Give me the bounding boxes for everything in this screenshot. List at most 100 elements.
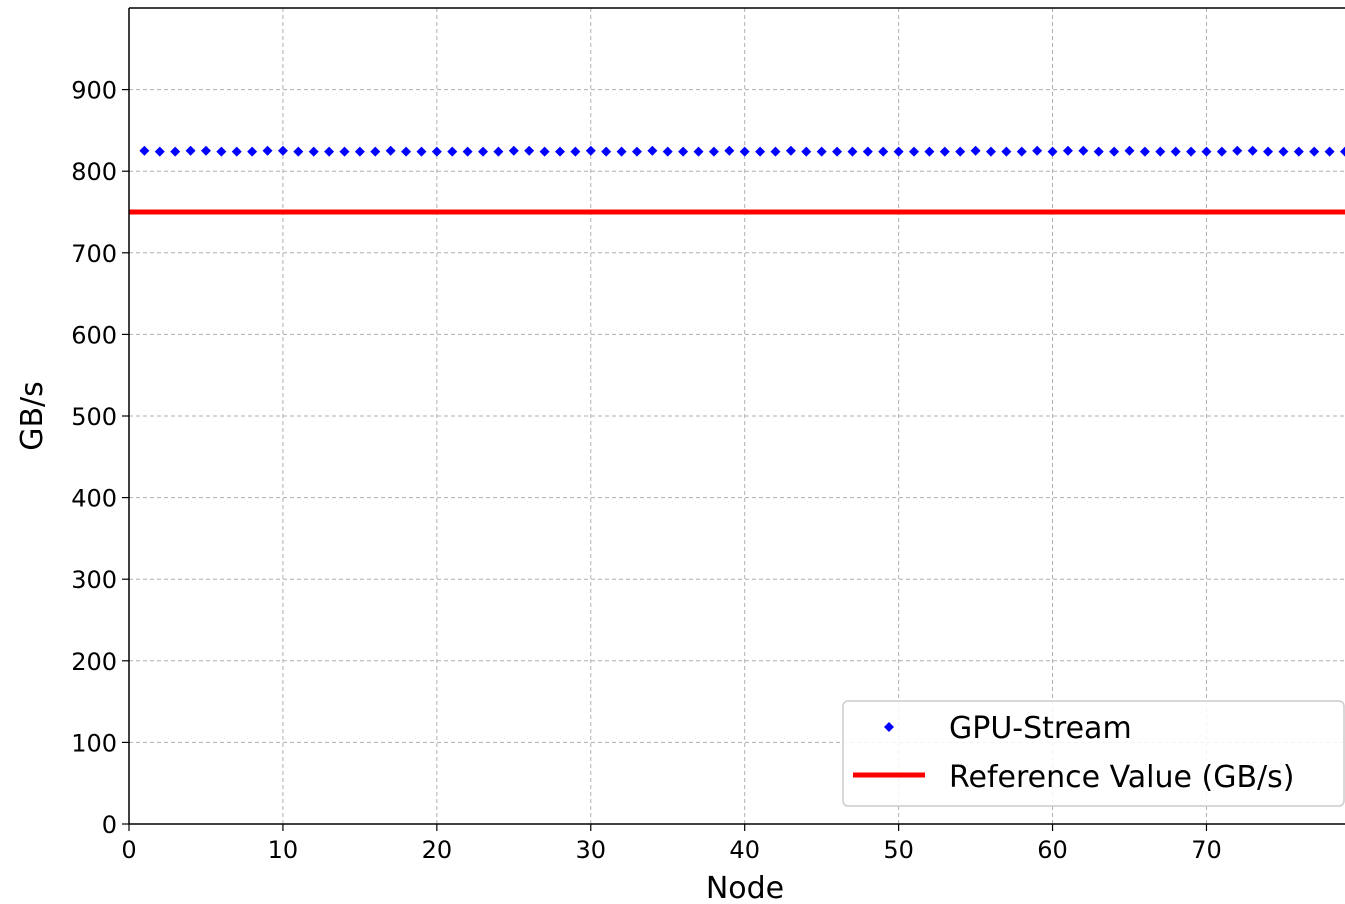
data-point — [1062, 145, 1073, 156]
data-point — [1324, 146, 1335, 157]
data-point — [1186, 146, 1197, 157]
legend-diamond-icon — [884, 722, 894, 732]
y-tick-label: 900 — [71, 77, 117, 105]
data-point — [847, 146, 858, 157]
ticks: 0 10 20 30 40 50 60 700100200300400500600700800… — [71, 77, 1222, 864]
data-point — [785, 145, 796, 156]
y-tick-label: 400 — [71, 485, 117, 513]
data-point — [739, 146, 750, 157]
data-point — [693, 146, 704, 157]
x-tick-label: 40 — [729, 836, 760, 864]
data-point — [985, 146, 996, 157]
data-point — [293, 146, 304, 157]
x-tick-label: 70 — [1191, 836, 1222, 864]
data-point — [832, 146, 843, 157]
data-point — [1001, 146, 1012, 157]
y-tick-label: 200 — [71, 648, 117, 676]
data-point — [862, 146, 873, 157]
data-point — [955, 146, 966, 157]
data-point — [1278, 146, 1289, 157]
data-point — [770, 146, 781, 157]
data-point — [662, 146, 673, 157]
data-point — [416, 146, 427, 157]
data-point — [631, 146, 642, 157]
data-point — [354, 146, 365, 157]
data-point — [200, 145, 211, 156]
x-tick-label: 30 — [575, 836, 606, 864]
y-tick-label: 100 — [71, 729, 117, 757]
data-point — [708, 146, 719, 157]
data-point — [1078, 145, 1089, 156]
y-tick-label: 500 — [71, 403, 117, 431]
data-point — [277, 145, 288, 156]
data-point — [1293, 146, 1304, 157]
legend-box — [842, 700, 1345, 807]
data-point — [1232, 145, 1243, 156]
data-point — [370, 146, 381, 157]
data-point — [1170, 146, 1181, 157]
legend: GPU-Stream Reference Value (GB/s) — [842, 700, 1345, 807]
data-point — [1340, 146, 1345, 157]
x-tick-label: 20 — [422, 836, 453, 864]
data-point — [1309, 146, 1320, 157]
data-point — [1155, 146, 1166, 157]
data-points — [139, 145, 1345, 157]
data-point — [139, 145, 150, 156]
data-point — [447, 146, 458, 157]
data-point — [1093, 146, 1104, 157]
y-tick-label: 300 — [71, 566, 117, 594]
data-point — [1139, 146, 1150, 157]
legend-label-reference-value: Reference Value (GB/s) — [949, 760, 1295, 795]
y-tick-label: 800 — [71, 158, 117, 186]
data-point — [924, 146, 935, 157]
data-point — [801, 146, 812, 157]
data-point — [554, 146, 565, 157]
data-point — [647, 145, 658, 156]
data-point — [724, 145, 735, 156]
data-point — [508, 145, 519, 156]
data-point — [878, 146, 889, 157]
data-point — [970, 145, 981, 156]
legend-marker-gpu-stream — [884, 722, 894, 732]
data-point — [308, 146, 319, 157]
x-axis-label: Node — [706, 871, 784, 904]
x-tick-label: 0 — [121, 836, 136, 864]
data-point — [478, 146, 489, 157]
data-point — [939, 146, 950, 157]
data-point — [1201, 146, 1212, 157]
data-point — [570, 146, 581, 157]
data-point — [493, 146, 504, 157]
data-point — [1047, 146, 1058, 157]
data-point — [1216, 146, 1227, 157]
data-point — [1032, 145, 1043, 156]
data-point — [431, 146, 442, 157]
data-point — [185, 145, 196, 156]
data-point — [154, 146, 165, 157]
data-point — [601, 146, 612, 157]
data-point — [401, 146, 412, 157]
y-tick-label: 600 — [71, 321, 117, 349]
data-point — [909, 146, 920, 157]
x-tick-label: 60 — [1037, 836, 1068, 864]
grid — [129, 8, 1345, 824]
y-tick-label: 0 — [102, 811, 117, 839]
data-point — [1124, 145, 1135, 156]
data-point — [1247, 145, 1258, 156]
data-point — [385, 145, 396, 156]
data-point — [1016, 146, 1027, 157]
data-point — [755, 146, 766, 157]
data-point — [539, 146, 550, 157]
data-point — [524, 145, 535, 156]
data-point — [324, 146, 335, 157]
x-tick-label: 10 — [268, 836, 299, 864]
legend-label-gpu-stream: GPU-Stream — [949, 711, 1132, 746]
data-point — [1109, 146, 1120, 157]
data-point — [170, 146, 181, 157]
data-point — [262, 145, 273, 156]
data-point — [1263, 146, 1274, 157]
data-point — [585, 145, 596, 156]
data-point — [231, 146, 242, 157]
data-point — [816, 146, 827, 157]
y-axis-label: GB/s — [15, 381, 50, 451]
